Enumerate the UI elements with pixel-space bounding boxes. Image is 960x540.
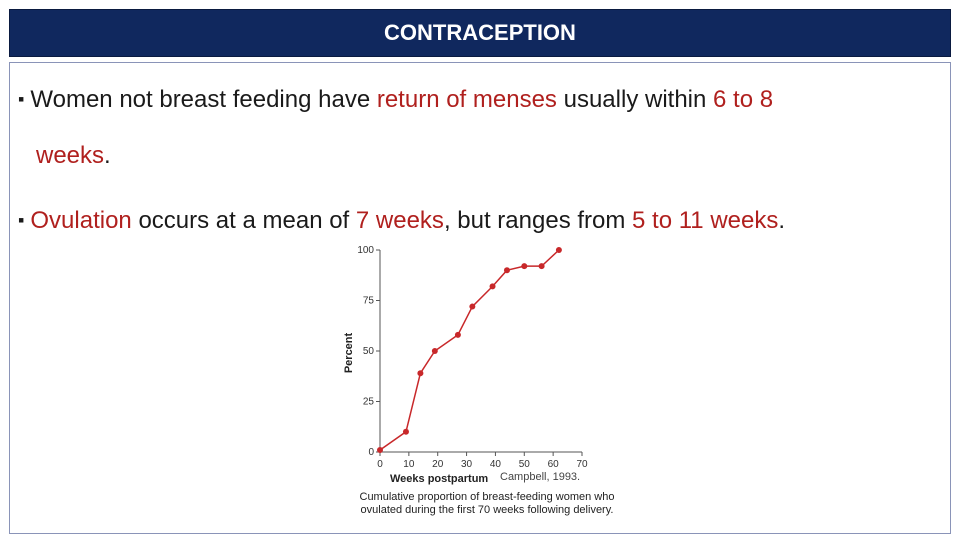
y-tick-label: 75	[363, 296, 375, 307]
chart-caption: Cumulative proportion of breast-feeding …	[359, 491, 615, 516]
x-tick-label: 60	[548, 459, 560, 470]
bullet-1-line-2: weeks.	[36, 142, 111, 170]
x-tick-label: 30	[461, 459, 473, 470]
x-tick-label: 20	[432, 459, 444, 470]
data-point	[377, 446, 383, 453]
slide-title-bar: CONTRACEPTION	[9, 9, 951, 57]
series-line	[379, 249, 560, 451]
bullet-1-highlight-menses: return of menses	[376, 86, 557, 113]
bullet-2-highlight-ovulation: Ovulation	[30, 207, 132, 234]
x-axis-title: Weeks postpartum	[390, 473, 488, 485]
bullet-2-text-2: , but ranges from	[443, 207, 633, 234]
data-point	[489, 283, 496, 290]
ovulation-line-chart: 0 25 50 75 100 0 10 20 30 40 50 60 70 Percent Weeks …	[343, 245, 588, 485]
data-point	[469, 303, 476, 310]
chart-ticks: 0 25 50 75 100 0 10 20 30 40 50 60 70	[357, 245, 588, 470]
data-point	[555, 247, 562, 253]
bullet-1-text-3: .	[104, 142, 111, 169]
bullet-1-text-2: usually within	[556, 86, 714, 113]
y-axis-title: Percent	[343, 332, 355, 373]
data-point	[521, 263, 528, 270]
chart-credit: Campbell, 1993.	[500, 471, 581, 483]
x-tick-label: 40	[490, 459, 502, 470]
y-tick-label: 25	[363, 397, 375, 408]
bullet-2-highlight-mean: 7 weeks	[355, 207, 444, 234]
x-tick-label: 70	[576, 459, 588, 470]
y-tick-label: 50	[363, 346, 375, 357]
chart-axes	[379, 250, 582, 453]
bullet-1-line-1: ▪ Women not breast feeding have return of…	[18, 86, 773, 114]
bullet-2: ▪ Ovulation occurs at a mean of 7 weeks, …	[18, 207, 785, 235]
x-tick-label: 50	[519, 459, 531, 470]
data-point	[402, 428, 409, 435]
data-point	[417, 370, 424, 377]
bullet-1-text-1: Women not breast feeding have	[30, 86, 377, 113]
data-point	[454, 331, 461, 338]
slide-title: CONTRACEPTION	[384, 20, 576, 45]
bullet-square-icon: ▪	[18, 89, 25, 109]
bullet-2-text-3: .	[778, 207, 786, 234]
x-tick-label: 0	[377, 459, 383, 470]
data-point	[538, 263, 545, 270]
bullet-square-icon: ▪	[18, 210, 25, 230]
chart-series	[377, 247, 562, 453]
content-box	[9, 62, 951, 534]
y-tick-label: 0	[368, 447, 374, 458]
bullet-2-text-1: occurs at a mean of	[131, 207, 356, 234]
bullet-1-highlight-weeks-range: 6 to 8	[713, 86, 774, 113]
bullet-2-highlight-range: 5 to 11 weeks	[632, 207, 779, 234]
data-point	[431, 348, 438, 354]
y-tick-label: 100	[357, 245, 374, 256]
bullet-1-highlight-weeks: weeks	[36, 142, 105, 169]
data-point	[503, 267, 510, 274]
x-tick-label: 10	[403, 459, 415, 470]
